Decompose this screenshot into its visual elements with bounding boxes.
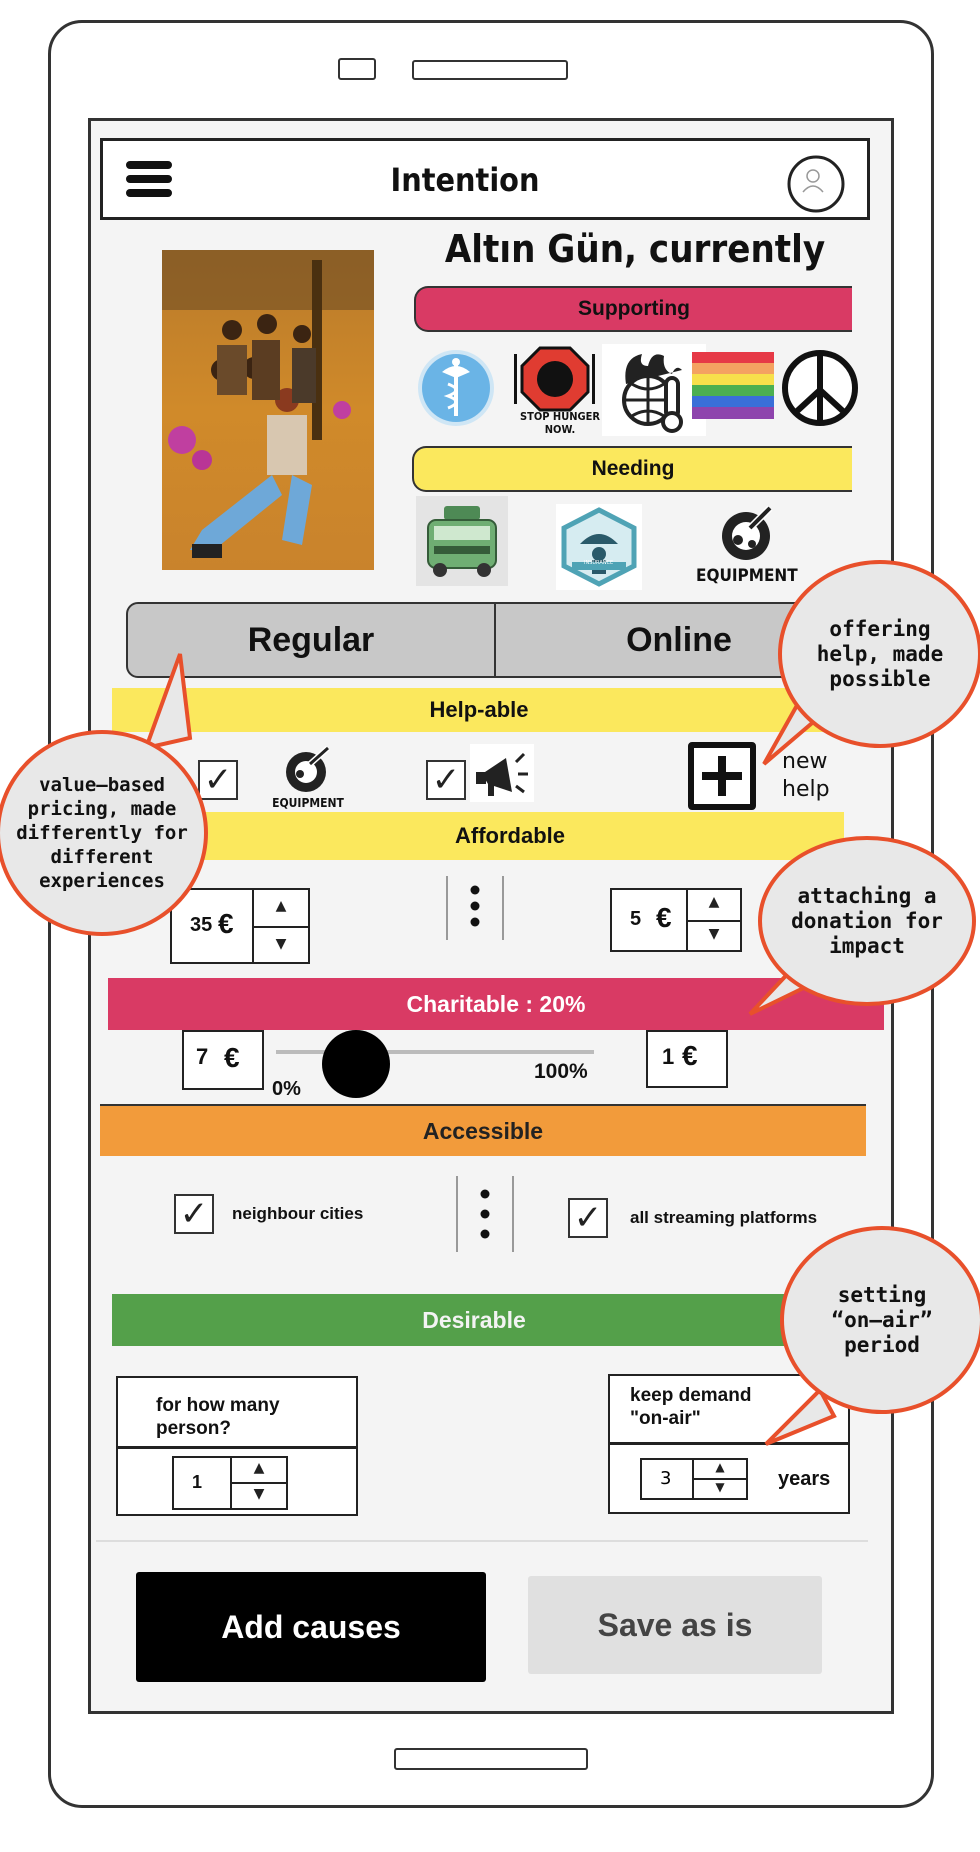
insurance-text: INSURANCE: [584, 560, 614, 566]
increment-icon[interactable]: ▲: [715, 1460, 725, 1474]
increment-icon[interactable]: ▲: [275, 898, 287, 914]
panel-divider: [118, 1446, 356, 1449]
on-air-panel: keep demand "on-air" 3 ▲ ▼ years: [608, 1374, 850, 1514]
decrement-icon[interactable]: ▼: [708, 926, 720, 942]
on-air-value: 3: [660, 1468, 672, 1489]
on-air-spinner[interactable]: ▲ ▼: [692, 1460, 748, 1498]
help-equipment-text: EQUIPMENT: [272, 796, 344, 810]
regular-donation-box[interactable]: 7 €: [182, 1030, 264, 1090]
slider-min-label: 0%: [272, 1078, 301, 1100]
annotation-donation: attaching a donation for impact: [758, 836, 976, 1006]
bubble-tail-pricing: [142, 653, 193, 751]
artist-name: Altın Gün, currently: [444, 227, 826, 271]
increment-icon[interactable]: ▲: [253, 1460, 265, 1476]
online-donation-currency: €: [682, 1040, 698, 1071]
online-price-value: 5: [630, 908, 642, 930]
online-price-spinner[interactable]: ▲ ▼: [686, 890, 742, 950]
neighbour-cities-checkbox[interactable]: ✓: [174, 1194, 214, 1234]
on-air-unit: years: [778, 1468, 831, 1490]
phone-camera: [338, 58, 376, 80]
annotation-on-air: setting “on–air” period: [780, 1226, 980, 1414]
online-donation-value: 1: [662, 1044, 675, 1069]
accessible-band: Accessible: [100, 1104, 866, 1156]
spinner-divider: [694, 1478, 748, 1480]
persons-value: 1: [192, 1472, 203, 1492]
persons-stepper[interactable]: 1 ▲ ▼: [172, 1456, 288, 1510]
band-photo: [162, 250, 374, 570]
regular-price-spinner[interactable]: ▲ ▼: [252, 890, 310, 962]
user-avatar-icon[interactable]: [786, 154, 846, 214]
online-price-currency: €: [656, 902, 672, 933]
stop-hunger-text: STOP HUNGER NOW.: [519, 410, 601, 436]
bubble-tail-on-air: [764, 1386, 837, 1446]
regular-donation-currency: €: [224, 1042, 240, 1073]
add-help-button[interactable]: [688, 742, 756, 810]
streaming-platforms-label: all streaming platforms: [630, 1208, 818, 1227]
new-help-label: new help: [782, 749, 830, 802]
online-price-stepper[interactable]: 5 € ▲ ▼: [610, 888, 742, 952]
needing-band: Needing: [412, 446, 852, 492]
medical-caduceus-icon: [414, 346, 498, 430]
decrement-icon[interactable]: ▼: [715, 1480, 725, 1494]
increment-icon[interactable]: ▲: [708, 894, 720, 910]
insurance-icon: [556, 504, 642, 590]
slider-track: [276, 1050, 594, 1054]
stop-hunger-icon: [512, 344, 598, 430]
streaming-platforms-checkbox[interactable]: ✓: [568, 1198, 608, 1238]
equipment-icon: [710, 504, 780, 564]
desirable-band: Desirable: [112, 1294, 836, 1346]
hamburger-icon[interactable]: [124, 158, 174, 200]
more-options-icon[interactable]: [456, 1176, 514, 1252]
regular-price-currency: €: [218, 908, 234, 939]
on-air-question: keep demand "on-air": [630, 1385, 752, 1429]
megaphone-icon: [470, 744, 534, 802]
slider-max-label: 100%: [534, 1060, 588, 1083]
phone-home-button[interactable]: [394, 1748, 588, 1770]
regular-donation-value: 7: [196, 1044, 209, 1069]
on-air-stepper[interactable]: 3 ▲ ▼: [640, 1458, 748, 1500]
decrement-icon[interactable]: ▼: [275, 936, 287, 952]
charitable-band: Charitable : 20%: [108, 978, 884, 1030]
phone-speaker: [412, 60, 568, 80]
help-equipment-icon: [278, 744, 336, 796]
persons-spinner[interactable]: ▲ ▼: [230, 1458, 288, 1508]
annotation-offering-help-text: offering help, made possible: [816, 616, 944, 691]
tour-van-icon: [416, 496, 508, 586]
tab-regular[interactable]: Regular: [126, 602, 496, 678]
rainbow-flag-icon: [692, 352, 774, 420]
needing-equipment-text: EQUIPMENT: [696, 566, 798, 586]
annotation-on-air-text: setting “on–air” period: [831, 1282, 933, 1357]
climate-globe-icon: [602, 344, 706, 436]
supporting-band: Supporting: [414, 286, 852, 332]
regular-price-stepper[interactable]: 35 € ▲ ▼: [170, 888, 310, 964]
annotation-donation-text: attaching a donation for impact: [791, 883, 943, 958]
neighbour-cities-label: neighbour cities: [232, 1204, 364, 1223]
peace-sign-icon: [780, 348, 860, 428]
help-equipment-checkbox[interactable]: ✓: [198, 760, 238, 800]
slider-knob[interactable]: [322, 1030, 390, 1098]
add-causes-button[interactable]: Add causes: [136, 1572, 486, 1682]
help-promotion-checkbox[interactable]: ✓: [426, 760, 466, 800]
affordable-band: Affordable: [176, 812, 844, 860]
more-options-icon[interactable]: [446, 876, 504, 940]
save-as-is-button[interactable]: Save as is: [528, 1576, 822, 1674]
annotation-offering-help: offering help, made possible: [778, 560, 980, 748]
section-divider: [96, 1540, 868, 1542]
panel-divider: [610, 1442, 848, 1445]
spinner-divider: [688, 920, 742, 922]
persons-panel: for how many person? 1 ▲ ▼: [116, 1376, 358, 1516]
spinner-divider: [232, 1482, 288, 1484]
regular-price-value: 35: [190, 914, 213, 936]
charity-slider[interactable]: [270, 1024, 600, 1100]
annotation-value-pricing: value–based pricing, made differently fo…: [0, 730, 208, 936]
top-bar: [100, 138, 870, 220]
helpable-band: Help-able: [112, 688, 846, 732]
page-title: Intention: [390, 161, 540, 199]
spinner-divider: [254, 926, 310, 928]
decrement-icon[interactable]: ▼: [253, 1486, 265, 1502]
annotation-value-pricing-text: value–based pricing, made differently fo…: [16, 774, 188, 892]
online-donation-box[interactable]: 1 €: [646, 1030, 728, 1088]
persons-question: for how many person?: [156, 1395, 280, 1439]
